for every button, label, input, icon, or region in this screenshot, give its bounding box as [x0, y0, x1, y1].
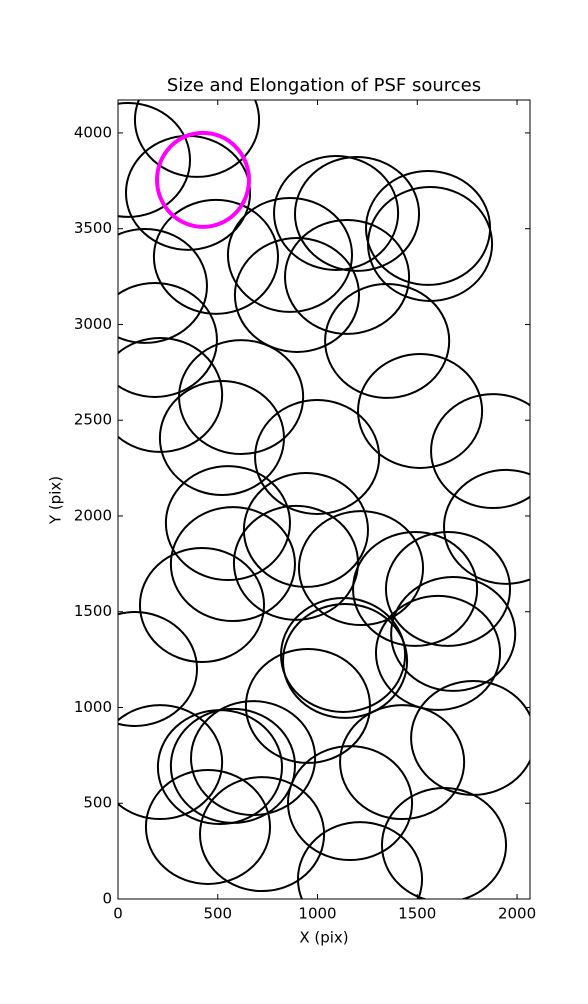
x-axis-label: X (pix): [299, 929, 348, 947]
psf-ellipse: [390, 575, 517, 692]
y-tick-label: 3000: [74, 315, 112, 333]
psf-ellipse: [118, 611, 198, 727]
psf-ellipse: [293, 155, 421, 272]
y-tick-label: 1000: [74, 698, 112, 716]
y-tick-label: 500: [83, 794, 112, 812]
psf-ellipse: [158, 380, 285, 496]
psf-ellipse: [118, 101, 192, 218]
psf-ellipse: [254, 399, 381, 515]
x-tick-label: 500: [203, 905, 232, 923]
psf-ellipse: [352, 530, 479, 647]
psf-ellipse: [384, 530, 512, 647]
psf-ellipse: [226, 196, 354, 313]
psf-ellipse: [190, 700, 317, 817]
psf-ellipse: [155, 130, 251, 229]
x-tick-label: 1500: [398, 905, 436, 923]
psf-ellipse: [273, 155, 400, 271]
x-tick-label: 0: [113, 905, 123, 923]
psf-ellipse: [374, 594, 502, 711]
x-tick-label: 2000: [498, 905, 536, 923]
psf-ellipse: [144, 769, 272, 885]
psf-ellipse: [199, 776, 326, 893]
psf-ellipse: [324, 282, 451, 399]
psf-ellipse: [118, 704, 224, 821]
psf-ellipse: [283, 218, 411, 335]
psf-ellipse: [169, 506, 296, 623]
psf-ellipse: [138, 547, 266, 664]
psf-ellipse: [357, 353, 484, 469]
plot-frame: [117, 99, 531, 900]
psf-ellipse: [380, 787, 508, 899]
psf-ellipse: [297, 510, 425, 627]
psf-ellipse: [233, 236, 361, 353]
psf-ellipse: [118, 282, 218, 398]
psf-ellipse: [118, 228, 208, 344]
psf-ellipse: [164, 465, 291, 582]
psf-ellipse: [286, 745, 414, 862]
psf-ellipse: [339, 704, 466, 821]
y-axis-label: Y (pix): [47, 476, 65, 525]
y-tick-label: 0: [102, 890, 112, 908]
y-tick-label: 2500: [74, 411, 112, 429]
psf-ellipse: [244, 647, 371, 764]
y-tick-label: 4000: [74, 123, 112, 141]
y-tick-label: 2000: [74, 506, 112, 524]
x-tick-label: 1000: [298, 905, 336, 923]
psf-ellipse: [242, 471, 369, 588]
psf-ellipse: [118, 336, 224, 453]
psf-ellipse: [443, 468, 530, 585]
chart-title: Size and Elongation of PSF sources: [167, 75, 481, 96]
psf-ellipse: [152, 198, 280, 315]
psf-ellipse: [133, 100, 261, 178]
y-tick-label: 3500: [74, 219, 112, 237]
psf-ellipse: [430, 393, 530, 510]
psf-ellipse: [296, 821, 424, 899]
plot-area: [118, 100, 530, 899]
psf-ellipse: [281, 602, 409, 719]
psf-ellipse: [169, 707, 296, 824]
y-tick-label: 1500: [74, 602, 112, 620]
psf-ellipse: [232, 504, 360, 621]
